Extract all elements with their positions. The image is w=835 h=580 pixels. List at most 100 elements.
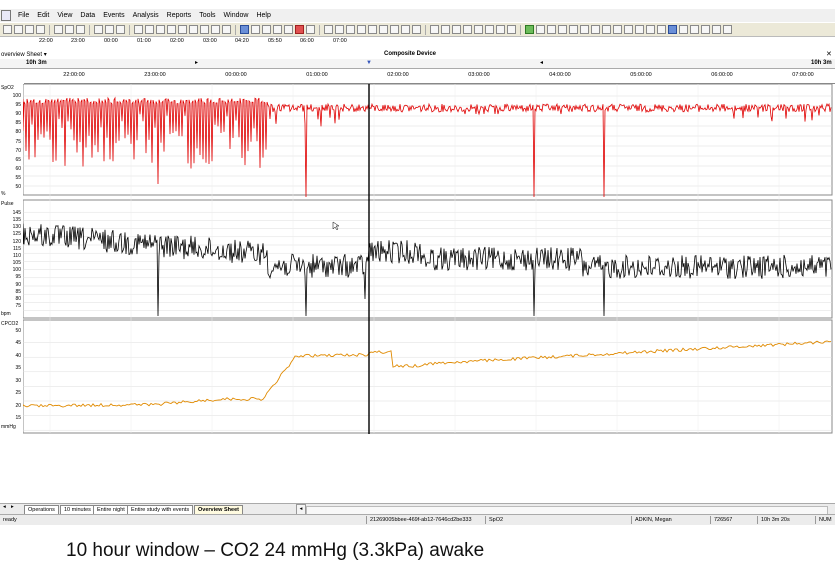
toolbar-time[interactable]: 22:00 <box>39 38 53 44</box>
toolbar-button-icon[interactable] <box>36 25 45 34</box>
toolbar-button-icon[interactable] <box>284 25 293 34</box>
toolbar-button-icon[interactable] <box>635 25 644 34</box>
close-icon[interactable]: ✕ <box>826 51 832 58</box>
co2-panel <box>23 319 833 434</box>
menu-window[interactable]: Window <box>223 12 249 19</box>
toolbar-button-icon[interactable] <box>657 25 666 34</box>
toolbar-button-icon[interactable] <box>273 25 282 34</box>
toolbar-button-icon[interactable] <box>94 25 103 34</box>
toolbar-button-icon[interactable] <box>189 25 198 34</box>
toolbar-button-icon[interactable] <box>262 25 271 34</box>
toolbar-time[interactable]: 05:50 <box>268 38 282 44</box>
toolbar-button-icon[interactable] <box>324 25 333 34</box>
toolbar-button-icon[interactable] <box>679 25 688 34</box>
menu-data[interactable]: Data <box>80 12 96 19</box>
toolbar-button-icon[interactable] <box>306 25 315 34</box>
toolbar-button-icon[interactable] <box>295 25 304 34</box>
toolbar-button-icon[interactable] <box>569 25 578 34</box>
signal-plot[interactable] <box>23 84 833 434</box>
toolbar-time[interactable]: 02:00 <box>170 38 184 44</box>
toolbar-button-icon[interactable] <box>401 25 410 34</box>
toolbar-button-icon[interactable] <box>452 25 461 34</box>
toolbar-button-icon[interactable] <box>591 25 600 34</box>
y-tick-label: 85 <box>15 288 21 295</box>
toolbar-button-icon[interactable] <box>116 25 125 34</box>
menu-view[interactable]: View <box>57 12 73 19</box>
toolbar-time[interactable]: 06:00 <box>300 38 314 44</box>
toolbar-button-icon[interactable] <box>507 25 516 34</box>
menu-help[interactable]: Help <box>256 12 271 19</box>
time-tick: 00:00:00 <box>225 72 247 78</box>
toolbar-button-icon[interactable] <box>14 25 23 34</box>
toolbar-button-icon[interactable] <box>105 25 114 34</box>
position-marker-icon[interactable]: ▼ <box>366 60 372 66</box>
sheet-selector[interactable]: overview Sheet ▾ <box>1 52 47 58</box>
toolbar-button-icon[interactable] <box>178 25 187 34</box>
toolbar-button-icon[interactable] <box>613 25 622 34</box>
menu-tools[interactable]: Tools <box>199 12 216 19</box>
toolbar-button-icon[interactable] <box>134 25 143 34</box>
toolbar-button-icon[interactable] <box>145 25 154 34</box>
toolbar-button-icon[interactable] <box>646 25 655 34</box>
toolbar-time[interactable]: 23:00 <box>71 38 85 44</box>
y-tick-label: 20 <box>15 402 21 409</box>
toolbar-button-icon[interactable] <box>525 25 534 34</box>
toolbar-button-icon[interactable] <box>463 25 472 34</box>
toolbar-button-icon[interactable] <box>222 25 231 34</box>
toolbar-button-icon[interactable] <box>496 25 505 34</box>
toolbar-time[interactable]: 01:00 <box>137 38 151 44</box>
toolbar-button-icon[interactable] <box>251 25 260 34</box>
toolbar-button-icon[interactable] <box>536 25 545 34</box>
tab-scroll-left-icon[interactable]: ◂ <box>3 504 6 510</box>
toolbar-button-icon[interactable] <box>690 25 699 34</box>
toolbar-button-icon[interactable] <box>668 25 677 34</box>
toolbar-button-icon[interactable] <box>701 25 710 34</box>
toolbar-button-icon[interactable] <box>485 25 494 34</box>
menu-file[interactable]: File <box>18 12 30 19</box>
toolbar-button-icon[interactable] <box>712 25 721 34</box>
toolbar-button-icon[interactable] <box>25 25 34 34</box>
toolbar-button-icon[interactable] <box>558 25 567 34</box>
toolbar-button-icon[interactable] <box>65 25 74 34</box>
toolbar-button-icon[interactable] <box>379 25 388 34</box>
toolbar-button-icon[interactable] <box>3 25 12 34</box>
status-channel: SpO2 <box>485 516 503 524</box>
toolbar-button-icon[interactable] <box>167 25 176 34</box>
menu-events[interactable]: Events <box>103 12 125 19</box>
toolbar-button-icon[interactable] <box>335 25 344 34</box>
status-bar: ready 21269005bbee-469f-ab12-7646cd2be33… <box>0 514 835 525</box>
menu-analysis[interactable]: Analysis <box>132 12 159 19</box>
toolbar-button-icon[interactable] <box>441 25 450 34</box>
menu-edit[interactable]: Edit <box>37 12 50 19</box>
toolbar-button-icon[interactable] <box>412 25 421 34</box>
back-marker-icon[interactable]: ◂ <box>540 60 544 66</box>
toolbar-button-icon[interactable] <box>723 25 732 34</box>
toolbar-button-icon[interactable] <box>624 25 633 34</box>
toolbar-button-icon[interactable] <box>211 25 220 34</box>
play-marker-icon[interactable]: ▸ <box>195 60 199 66</box>
toolbar-button-icon[interactable] <box>200 25 209 34</box>
app-icon[interactable] <box>1 10 11 21</box>
toolbar-button-icon[interactable] <box>474 25 483 34</box>
toolbar-time[interactable]: 00:00 <box>104 38 118 44</box>
toolbar-button-icon[interactable] <box>54 25 63 34</box>
toolbar-button-icon[interactable] <box>602 25 611 34</box>
y-tick-label: 25 <box>15 390 21 397</box>
toolbar-button-icon[interactable] <box>547 25 556 34</box>
device-title: Composite Device <box>384 51 437 57</box>
toolbar-button-icon[interactable] <box>430 25 439 34</box>
toolbar-button-icon[interactable] <box>240 25 249 34</box>
toolbar-button-icon[interactable] <box>156 25 165 34</box>
toolbar-time[interactable]: 04:20 <box>235 38 249 44</box>
toolbar-button-icon[interactable] <box>390 25 399 34</box>
toolbar-button-icon[interactable] <box>580 25 589 34</box>
toolbar-time[interactable]: 07:00 <box>333 38 347 44</box>
toolbar-button-icon[interactable] <box>76 25 85 34</box>
status-elapsed: 10h 3m 20s <box>757 516 790 524</box>
toolbar-time[interactable]: 03:00 <box>203 38 217 44</box>
toolbar-button-icon[interactable] <box>368 25 377 34</box>
tab-scroll-right-icon[interactable]: ▸ <box>11 504 14 510</box>
menu-reports[interactable]: Reports <box>166 12 192 19</box>
toolbar-button-icon[interactable] <box>357 25 366 34</box>
toolbar-button-icon[interactable] <box>346 25 355 34</box>
